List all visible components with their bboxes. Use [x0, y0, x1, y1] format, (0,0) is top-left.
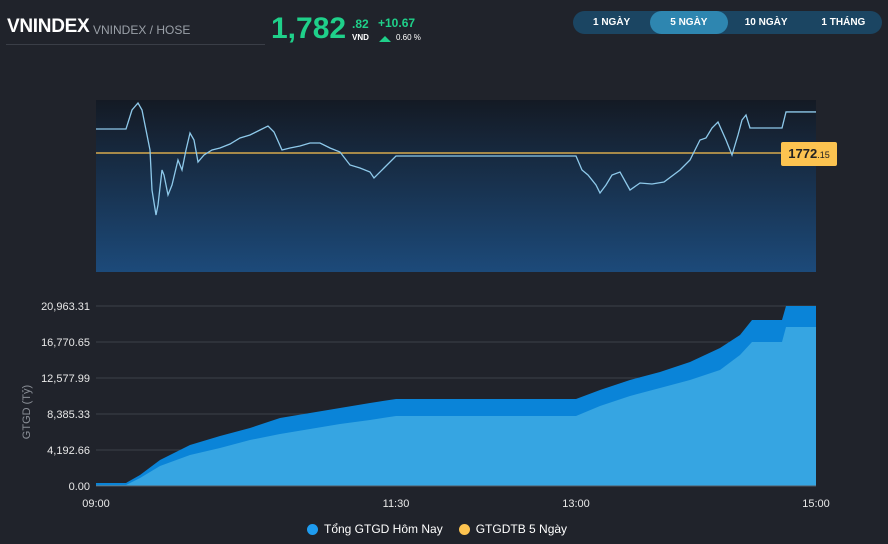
y-axis-label: GTGD (Tỷ) [21, 385, 33, 439]
price-integer: 1,782 [271, 12, 347, 45]
legend-label-today: Tổng GTGD Hôm Nay [324, 522, 443, 536]
x-tick-label: 13:00 [562, 498, 590, 510]
legend-dot-today [307, 523, 318, 535]
y-tick-label: 12,577.99 [41, 373, 90, 385]
y-tick-label: 0.00 [69, 481, 90, 493]
price-change-percent: 0.60 % [396, 33, 421, 42]
reference-int: 1772 [788, 146, 818, 161]
tab-10-days[interactable]: 10 NGÀY [744, 17, 788, 28]
price-line [96, 101, 816, 216]
arrow-up-icon [379, 36, 391, 42]
legend-item-avg[interactable]: GTGDTB 5 Ngày [458, 522, 568, 536]
y-tick-label: 16,770.65 [41, 337, 90, 349]
period-tabs: 1 NGÀY 5 NGÀY 10 NGÀY 1 THÁNG [573, 11, 882, 34]
area-series-2 [96, 327, 816, 486]
y-tick-label: 20,963.31 [41, 301, 90, 313]
y-tick-label: 4,192.66 [47, 445, 90, 457]
index-title: VNINDEX [7, 16, 90, 37]
price-change: +10.67 [378, 16, 416, 30]
price-decimal: .82 [352, 17, 369, 31]
tab-1-month[interactable]: 1 THÁNG [821, 17, 866, 28]
reference-dec: .15 [817, 150, 830, 160]
reference-price-label: 1772.15 [781, 142, 837, 166]
divider [6, 44, 265, 45]
legend: Tổng GTGD Hôm Nay GTGDTB 5 Ngày [307, 522, 567, 536]
price-chart-background [96, 100, 816, 272]
tab-5-days[interactable]: 5 NGÀY [650, 11, 728, 34]
legend-item-today[interactable]: Tổng GTGD Hôm Nay [307, 522, 443, 536]
tab-1-day[interactable]: 1 NGÀY [593, 17, 631, 28]
legend-label-avg: GTGDTB 5 Ngày [475, 522, 568, 536]
y-tick-label: 8,385.33 [47, 409, 90, 421]
x-tick-label: 09:00 [82, 498, 110, 510]
x-tick-label: 11:30 [383, 498, 410, 510]
price-unit: VND [352, 33, 369, 42]
legend-dot-avg [458, 523, 470, 535]
index-subtitle: VNINDEX / HOSE [93, 23, 191, 37]
x-tick-label: 15:00 [802, 498, 830, 510]
